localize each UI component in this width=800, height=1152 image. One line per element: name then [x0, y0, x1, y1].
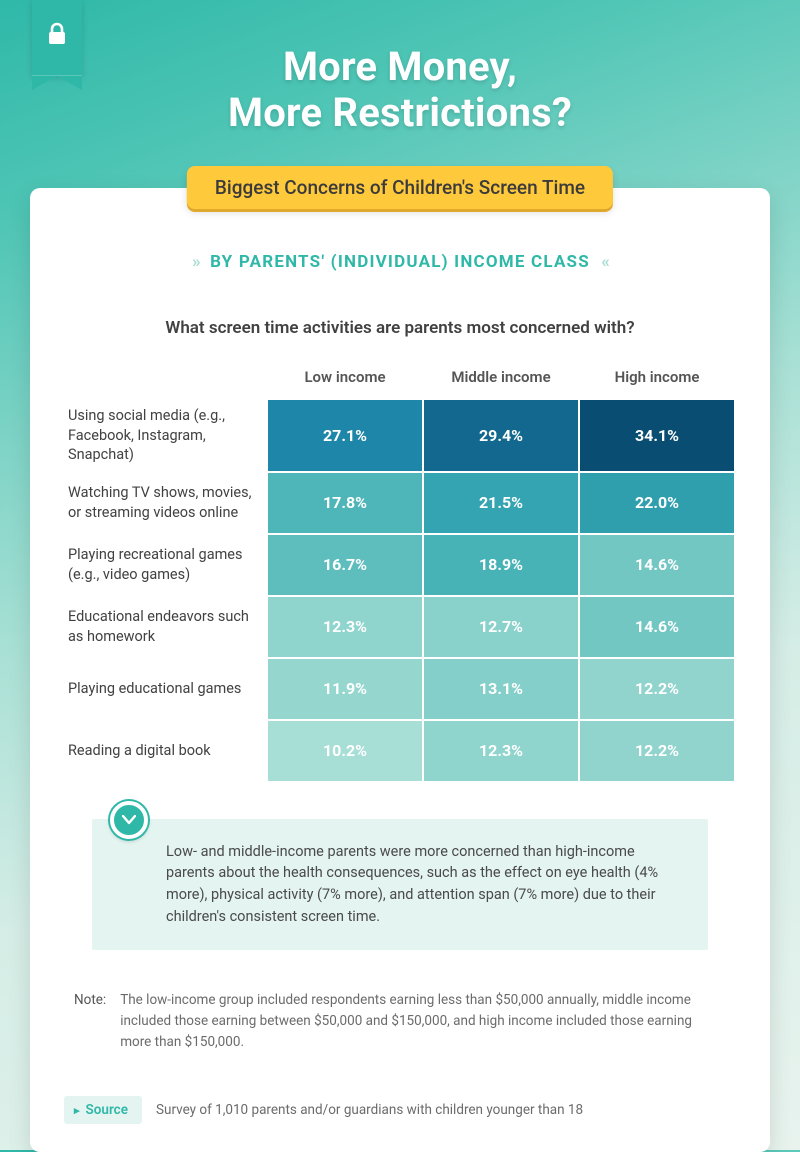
chevron-left-icon: « — [595, 252, 614, 272]
heat-cell: 13.1% — [424, 659, 578, 719]
row-label: Using social media (e.g., Facebook, Inst… — [66, 400, 266, 471]
note-text: The low-income group included respondent… — [120, 990, 726, 1053]
source-line: Source Survey of 1,010 parents and/or gu… — [64, 1096, 736, 1124]
heat-cell: 18.9% — [424, 535, 578, 595]
lock-icon — [47, 22, 67, 46]
heat-cell: 22.0% — [580, 473, 734, 533]
heat-cell: 12.2% — [580, 659, 734, 719]
row-label: Playing recreational games(e.g., video g… — [66, 535, 266, 595]
callout-badge — [110, 801, 148, 839]
table-header-row: Low income Middle income High income — [66, 358, 734, 398]
table-question: What screen time activities are parents … — [64, 318, 736, 338]
heat-cell: 16.7% — [268, 535, 422, 595]
source-text: Survey of 1,010 parents and/or guardians… — [156, 1102, 583, 1118]
heat-cell: 11.9% — [268, 659, 422, 719]
note-block: Note: The low-income group included resp… — [74, 990, 726, 1053]
row-label: Playing educational games — [66, 659, 266, 719]
table-row: Playing recreational games(e.g., video g… — [66, 535, 734, 595]
title-line-1: More Money, — [283, 43, 517, 90]
row-label: Educational endeavors such as homework — [66, 597, 266, 657]
heat-cell: 34.1% — [580, 400, 734, 471]
table-row: Educational endeavors such as homework12… — [66, 597, 734, 657]
table-row: Reading a digital book10.2%12.3%12.2% — [66, 721, 734, 781]
row-label: Watching TV shows, movies, or streaming … — [66, 473, 266, 533]
heat-cell: 12.3% — [268, 597, 422, 657]
callout-text: Low- and middle-income parents were more… — [166, 843, 658, 925]
note-label: Note: — [74, 990, 106, 1053]
subhead-text: BY PARENTS' (INDIVIDUAL) INCOME CLASS — [210, 252, 590, 272]
table-row: Playing educational games11.9%13.1%12.2% — [66, 659, 734, 719]
heat-cell: 12.2% — [580, 721, 734, 781]
table-row: Using social media (e.g., Facebook, Inst… — [66, 400, 734, 471]
heat-cell: 27.1% — [268, 400, 422, 471]
title-line-2: More Restrictions? — [228, 89, 572, 136]
table-header-blank — [66, 358, 266, 398]
table-row: Watching TV shows, movies, or streaming … — [66, 473, 734, 533]
heat-cell: 12.7% — [424, 597, 578, 657]
caret-down-icon — [122, 815, 136, 825]
insight-callout: Low- and middle-income parents were more… — [92, 819, 708, 950]
subtitle-pill: Biggest Concerns of Children's Screen Ti… — [187, 166, 613, 209]
heat-cell: 14.6% — [580, 597, 734, 657]
heatmap-table: Low income Middle income High income Usi… — [64, 356, 736, 783]
heat-cell: 29.4% — [424, 400, 578, 471]
ribbon-bookmark — [32, 0, 82, 76]
section-subhead: » BY PARENTS' (INDIVIDUAL) INCOME CLASS … — [64, 252, 736, 272]
col-header: High income — [580, 358, 734, 398]
main-title: More Money, More Restrictions? — [0, 0, 800, 136]
chevron-right-icon: » — [186, 252, 205, 272]
source-tag: Source — [64, 1096, 142, 1124]
heat-cell: 12.3% — [424, 721, 578, 781]
col-header: Low income — [268, 358, 422, 398]
content-card: Biggest Concerns of Children's Screen Ti… — [30, 188, 770, 1152]
heat-cell: 21.5% — [424, 473, 578, 533]
col-header: Middle income — [424, 358, 578, 398]
heat-cell: 17.8% — [268, 473, 422, 533]
heat-cell: 14.6% — [580, 535, 734, 595]
heat-cell: 10.2% — [268, 721, 422, 781]
row-label: Reading a digital book — [66, 721, 266, 781]
